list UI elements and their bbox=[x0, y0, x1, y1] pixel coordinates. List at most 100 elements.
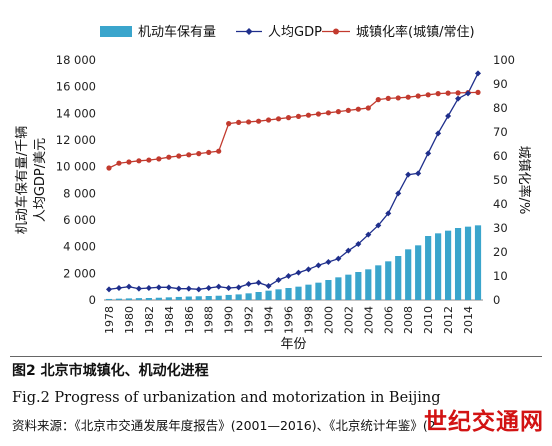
point-urbanization bbox=[385, 95, 391, 101]
bar-vehicle-ownership bbox=[165, 297, 172, 300]
point-urbanization bbox=[275, 116, 282, 122]
caption-divider bbox=[10, 356, 542, 357]
point-urbanization bbox=[126, 159, 132, 165]
bar-vehicle-ownership bbox=[195, 296, 202, 300]
point-urbanization bbox=[315, 111, 322, 117]
bar-vehicle-ownership bbox=[474, 225, 482, 300]
point-urbanization bbox=[345, 107, 351, 113]
bar-vehicle-ownership bbox=[235, 294, 242, 300]
bar-vehicle-ownership bbox=[315, 282, 322, 300]
bar-vehicle-ownership bbox=[135, 298, 142, 300]
x-tick-label: 2014 bbox=[462, 306, 475, 334]
point-gdp-per-capita bbox=[385, 210, 392, 217]
point-urbanization bbox=[156, 156, 162, 162]
legend-label-vehicle-ownership: 机动车保有量 bbox=[138, 24, 216, 40]
point-gdp-per-capita bbox=[245, 281, 252, 287]
caption-source: 资料来源：《北京市交通发展年度报告》(2001—2016)、《北京统计年鉴》(2… bbox=[12, 418, 448, 433]
series-urbanization-line bbox=[108, 91, 479, 169]
y-left-tick-label: 4 000 bbox=[63, 240, 96, 254]
point-urbanization bbox=[375, 97, 381, 103]
point-gdp-per-capita bbox=[135, 285, 142, 292]
y-left-tick-label: 14 000 bbox=[56, 106, 96, 120]
point-urbanization bbox=[136, 158, 142, 164]
caption-title-cn: 图2 北京市城镇化、机动化进程 bbox=[12, 363, 209, 379]
point-urbanization bbox=[255, 118, 262, 124]
point-urbanization bbox=[365, 105, 371, 111]
y-left-tick-label: 6 000 bbox=[63, 213, 96, 227]
point-gdp-per-capita bbox=[235, 284, 242, 291]
y-right-tick-label: 20 bbox=[493, 245, 508, 259]
y-left-tick-label: 8 000 bbox=[63, 186, 96, 200]
point-urbanization bbox=[246, 119, 252, 125]
x-tick-label: 2004 bbox=[362, 306, 375, 334]
legend-swatch-vehicle-ownership bbox=[100, 26, 132, 37]
bar-vehicle-ownership bbox=[115, 298, 123, 300]
y-right-tick-label: 90 bbox=[493, 77, 508, 91]
point-urbanization bbox=[116, 160, 122, 166]
point-gdp-per-capita bbox=[415, 170, 422, 177]
point-gdp-per-capita bbox=[435, 130, 442, 137]
y-left-tick-label: 0 bbox=[89, 293, 96, 307]
point-gdp-per-capita bbox=[185, 285, 192, 292]
x-tick-label: 2006 bbox=[382, 306, 395, 334]
point-urbanization bbox=[425, 92, 431, 98]
bar-vehicle-ownership bbox=[345, 274, 352, 300]
x-tick-label: 2012 bbox=[442, 306, 455, 334]
point-urbanization bbox=[475, 89, 481, 95]
point-gdp-per-capita bbox=[115, 285, 122, 291]
bar-vehicle-ownership bbox=[425, 236, 432, 300]
x-axis-title: 年份 bbox=[280, 337, 306, 352]
x-tick-label: 2010 bbox=[422, 306, 435, 334]
point-gdp-per-capita bbox=[395, 190, 402, 197]
point-urbanization bbox=[146, 157, 152, 163]
bar-vehicle-ownership bbox=[245, 293, 252, 300]
legend-label-gdp-per-capita: 人均GDP bbox=[268, 25, 322, 40]
y-right-axis-title: 城镇化率/% bbox=[516, 146, 532, 215]
point-urbanization bbox=[216, 148, 222, 154]
point-gdp-per-capita bbox=[145, 285, 152, 291]
point-gdp-per-capita bbox=[125, 283, 132, 290]
point-gdp-per-capita bbox=[165, 284, 172, 291]
point-urbanization bbox=[186, 152, 192, 158]
x-tick-label: 1986 bbox=[183, 306, 196, 334]
bar-vehicle-ownership bbox=[335, 277, 342, 300]
bar-vehicle-ownership bbox=[395, 256, 402, 300]
bar-vehicle-ownership bbox=[275, 289, 282, 300]
x-tick-label: 1978 bbox=[103, 306, 116, 334]
bar-vehicle-ownership bbox=[125, 298, 133, 300]
bar-vehicle-ownership bbox=[255, 292, 262, 300]
bar-vehicle-ownership bbox=[205, 296, 212, 300]
point-gdp-per-capita bbox=[275, 277, 282, 283]
bar-vehicle-ownership bbox=[225, 294, 232, 300]
y-right-tick-label: 30 bbox=[493, 221, 508, 235]
point-gdp-per-capita bbox=[195, 286, 202, 293]
y-left-axis-title: 人均GDP/美元 bbox=[33, 138, 48, 222]
legend: 机动车保有量 人均GDP 城镇化率(城镇/常住) bbox=[100, 24, 475, 40]
bar-vehicle-ownership bbox=[464, 226, 472, 300]
point-urbanization bbox=[176, 153, 182, 159]
y-left-tick-label: 12 000 bbox=[56, 133, 96, 147]
point-gdp-per-capita bbox=[355, 241, 362, 247]
x-tick-label: 2002 bbox=[342, 306, 355, 334]
point-urbanization bbox=[285, 115, 292, 121]
point-gdp-per-capita bbox=[335, 255, 342, 262]
y-left-tick-label: 10 000 bbox=[56, 160, 96, 174]
y-right-tick-label: 50 bbox=[493, 173, 508, 187]
chart: 0 2 000 4 000 6 000 8 000 10 000 12 000 14 000 1… bbox=[14, 24, 532, 352]
bar-vehicle-ownership bbox=[105, 298, 113, 300]
point-urbanization bbox=[355, 106, 361, 112]
point-gdp-per-capita bbox=[155, 284, 162, 291]
point-urbanization bbox=[435, 91, 441, 97]
point-gdp-per-capita bbox=[295, 269, 302, 276]
point-urbanization bbox=[265, 117, 272, 123]
bar-vehicle-ownership bbox=[445, 230, 452, 300]
bar-vehicle-ownership bbox=[415, 245, 422, 300]
bar-vehicle-ownership bbox=[435, 233, 442, 300]
x-tick-label: 1996 bbox=[283, 306, 296, 334]
bar-vehicle-ownership bbox=[265, 290, 272, 300]
y-left-tick-label: 18 000 bbox=[56, 53, 96, 67]
point-gdp-per-capita bbox=[455, 95, 462, 102]
y-right-tick-label: 60 bbox=[493, 149, 508, 163]
legend-label-urbanization: 城镇化率(城镇/常住) bbox=[356, 24, 475, 40]
point-gdp-per-capita bbox=[205, 285, 212, 291]
